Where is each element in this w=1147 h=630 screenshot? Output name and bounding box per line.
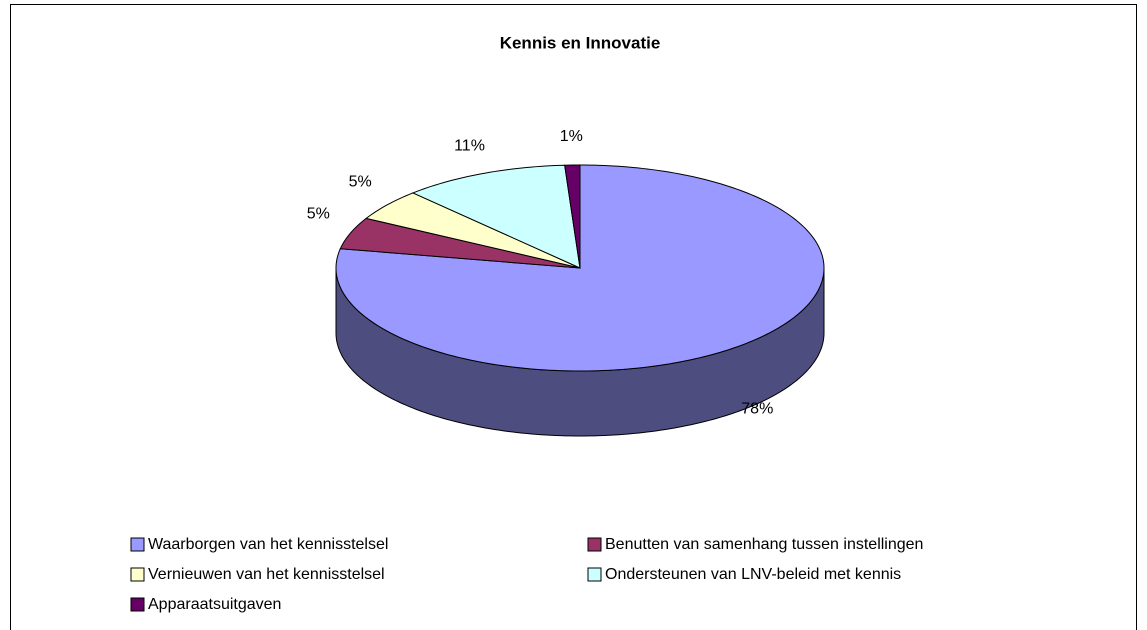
data-label: 11%	[454, 137, 485, 154]
pie-slice	[365, 192, 581, 269]
legend-label: Vernieuwen van het kennisstelsel	[148, 566, 385, 583]
data-label: 1%	[560, 128, 583, 145]
pie-slice	[411, 164, 581, 269]
data-label: 78%	[741, 401, 773, 418]
legend-label: Apparaatsuitgaven	[148, 596, 281, 613]
legend-label: Waarborgen van het kennisstelsel	[148, 536, 388, 553]
legend-swatch	[587, 537, 602, 552]
legend-swatch	[587, 567, 602, 582]
chart-title: Kennis en Innovatie	[500, 33, 661, 52]
legend-label: Ondersteunen van LNV-beleid met kennis	[605, 566, 901, 583]
legend-swatch	[130, 597, 145, 612]
pie-slice	[564, 164, 581, 269]
data-label: 5%	[307, 205, 330, 222]
pie-slice	[339, 217, 581, 269]
data-label: 5%	[349, 173, 372, 190]
legend-swatch	[130, 537, 145, 552]
legend-swatch	[130, 567, 145, 582]
legend-label: Benutten van samenhang tussen instelling…	[605, 536, 923, 553]
